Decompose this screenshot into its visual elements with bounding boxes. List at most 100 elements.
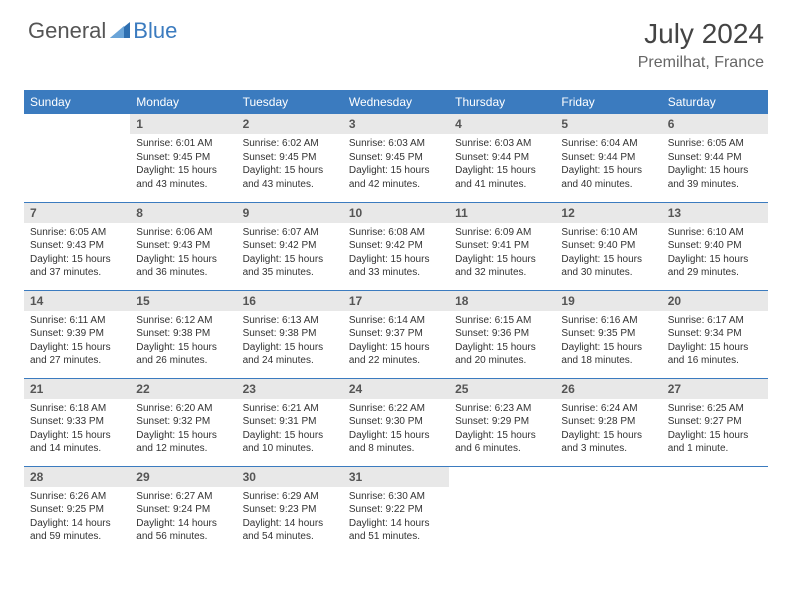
day-details: Sunrise: 6:24 AMSunset: 9:28 PMDaylight:… <box>555 399 661 462</box>
day-details: Sunrise: 6:17 AMSunset: 9:34 PMDaylight:… <box>662 311 768 374</box>
day-number: 12 <box>555 203 661 223</box>
daylight-text: Daylight: 15 hours and 37 minutes. <box>30 253 124 280</box>
day-number: 2 <box>237 114 343 134</box>
day-details: Sunrise: 6:23 AMSunset: 9:29 PMDaylight:… <box>449 399 555 462</box>
daylight-text: Daylight: 15 hours and 18 minutes. <box>561 341 655 368</box>
day-details: Sunrise: 6:26 AMSunset: 9:25 PMDaylight:… <box>24 487 130 550</box>
day-details: Sunrise: 6:04 AMSunset: 9:44 PMDaylight:… <box>555 134 661 197</box>
day-number: 7 <box>24 203 130 223</box>
day-number: 21 <box>24 379 130 399</box>
daylight-text: Daylight: 15 hours and 12 minutes. <box>136 429 230 456</box>
sunrise-text: Sunrise: 6:05 AM <box>30 226 124 240</box>
day-number: 29 <box>130 467 236 487</box>
day-number: 3 <box>343 114 449 134</box>
calendar-cell: 6Sunrise: 6:05 AMSunset: 9:44 PMDaylight… <box>662 114 768 202</box>
day-number: 26 <box>555 379 661 399</box>
sunrise-text: Sunrise: 6:03 AM <box>455 137 549 151</box>
calendar-row: 14Sunrise: 6:11 AMSunset: 9:39 PMDayligh… <box>24 290 768 378</box>
calendar-cell: 8Sunrise: 6:06 AMSunset: 9:43 PMDaylight… <box>130 202 236 290</box>
calendar-cell <box>449 466 555 554</box>
calendar-cell: 11Sunrise: 6:09 AMSunset: 9:41 PMDayligh… <box>449 202 555 290</box>
daylight-text: Daylight: 15 hours and 36 minutes. <box>136 253 230 280</box>
sunset-text: Sunset: 9:34 PM <box>668 327 762 341</box>
daylight-text: Daylight: 15 hours and 41 minutes. <box>455 164 549 191</box>
calendar-cell <box>555 466 661 554</box>
day-details: Sunrise: 6:22 AMSunset: 9:30 PMDaylight:… <box>343 399 449 462</box>
col-saturday: Saturday <box>662 90 768 114</box>
daylight-text: Daylight: 15 hours and 16 minutes. <box>668 341 762 368</box>
day-details: Sunrise: 6:01 AMSunset: 9:45 PMDaylight:… <box>130 134 236 197</box>
sunset-text: Sunset: 9:44 PM <box>561 151 655 165</box>
sunrise-text: Sunrise: 6:13 AM <box>243 314 337 328</box>
brand-blue: Blue <box>133 18 177 44</box>
sunset-text: Sunset: 9:27 PM <box>668 415 762 429</box>
day-details: Sunrise: 6:09 AMSunset: 9:41 PMDaylight:… <box>449 223 555 286</box>
calendar-cell: 3Sunrise: 6:03 AMSunset: 9:45 PMDaylight… <box>343 114 449 202</box>
sunset-text: Sunset: 9:38 PM <box>136 327 230 341</box>
day-details: Sunrise: 6:10 AMSunset: 9:40 PMDaylight:… <box>555 223 661 286</box>
calendar-cell: 1Sunrise: 6:01 AMSunset: 9:45 PMDaylight… <box>130 114 236 202</box>
day-number: 18 <box>449 291 555 311</box>
col-friday: Friday <box>555 90 661 114</box>
calendar-cell: 17Sunrise: 6:14 AMSunset: 9:37 PMDayligh… <box>343 290 449 378</box>
sunset-text: Sunset: 9:40 PM <box>668 239 762 253</box>
sunrise-text: Sunrise: 6:12 AM <box>136 314 230 328</box>
calendar-cell: 9Sunrise: 6:07 AMSunset: 9:42 PMDaylight… <box>237 202 343 290</box>
location-subtitle: Premilhat, France <box>638 54 764 72</box>
daylight-text: Daylight: 15 hours and 26 minutes. <box>136 341 230 368</box>
day-number: 25 <box>449 379 555 399</box>
brand-general: General <box>28 18 106 44</box>
sunset-text: Sunset: 9:44 PM <box>455 151 549 165</box>
day-number: 1 <box>130 114 236 134</box>
day-details: Sunrise: 6:20 AMSunset: 9:32 PMDaylight:… <box>130 399 236 462</box>
calendar-cell: 16Sunrise: 6:13 AMSunset: 9:38 PMDayligh… <box>237 290 343 378</box>
calendar-cell: 10Sunrise: 6:08 AMSunset: 9:42 PMDayligh… <box>343 202 449 290</box>
daylight-text: Daylight: 14 hours and 54 minutes. <box>243 517 337 544</box>
calendar-cell: 15Sunrise: 6:12 AMSunset: 9:38 PMDayligh… <box>130 290 236 378</box>
day-details: Sunrise: 6:07 AMSunset: 9:42 PMDaylight:… <box>237 223 343 286</box>
sunrise-text: Sunrise: 6:17 AM <box>668 314 762 328</box>
calendar-cell: 13Sunrise: 6:10 AMSunset: 9:40 PMDayligh… <box>662 202 768 290</box>
daylight-text: Daylight: 14 hours and 51 minutes. <box>349 517 443 544</box>
sunrise-text: Sunrise: 6:20 AM <box>136 402 230 416</box>
day-details: Sunrise: 6:14 AMSunset: 9:37 PMDaylight:… <box>343 311 449 374</box>
calendar-cell: 31Sunrise: 6:30 AMSunset: 9:22 PMDayligh… <box>343 466 449 554</box>
day-details: Sunrise: 6:08 AMSunset: 9:42 PMDaylight:… <box>343 223 449 286</box>
sunrise-text: Sunrise: 6:01 AM <box>136 137 230 151</box>
sunset-text: Sunset: 9:30 PM <box>349 415 443 429</box>
day-details: Sunrise: 6:30 AMSunset: 9:22 PMDaylight:… <box>343 487 449 550</box>
calendar-cell: 26Sunrise: 6:24 AMSunset: 9:28 PMDayligh… <box>555 378 661 466</box>
sunset-text: Sunset: 9:44 PM <box>668 151 762 165</box>
sunrise-text: Sunrise: 6:18 AM <box>30 402 124 416</box>
calendar-cell <box>24 114 130 202</box>
sunset-text: Sunset: 9:39 PM <box>30 327 124 341</box>
daylight-text: Daylight: 15 hours and 22 minutes. <box>349 341 443 368</box>
sunrise-text: Sunrise: 6:21 AM <box>243 402 337 416</box>
day-details: Sunrise: 6:10 AMSunset: 9:40 PMDaylight:… <box>662 223 768 286</box>
calendar-cell: 20Sunrise: 6:17 AMSunset: 9:34 PMDayligh… <box>662 290 768 378</box>
sunset-text: Sunset: 9:42 PM <box>243 239 337 253</box>
sunset-text: Sunset: 9:43 PM <box>30 239 124 253</box>
daylight-text: Daylight: 15 hours and 27 minutes. <box>30 341 124 368</box>
day-number: 24 <box>343 379 449 399</box>
sunrise-text: Sunrise: 6:26 AM <box>30 490 124 504</box>
day-number: 22 <box>130 379 236 399</box>
sunrise-text: Sunrise: 6:22 AM <box>349 402 443 416</box>
sunset-text: Sunset: 9:33 PM <box>30 415 124 429</box>
day-details: Sunrise: 6:05 AMSunset: 9:44 PMDaylight:… <box>662 134 768 197</box>
sunrise-text: Sunrise: 6:03 AM <box>349 137 443 151</box>
calendar-cell: 2Sunrise: 6:02 AMSunset: 9:45 PMDaylight… <box>237 114 343 202</box>
sunrise-text: Sunrise: 6:06 AM <box>136 226 230 240</box>
month-title: July 2024 <box>638 18 764 50</box>
sunrise-text: Sunrise: 6:29 AM <box>243 490 337 504</box>
triangle-icon <box>110 20 130 43</box>
calendar-cell: 28Sunrise: 6:26 AMSunset: 9:25 PMDayligh… <box>24 466 130 554</box>
daylight-text: Daylight: 15 hours and 32 minutes. <box>455 253 549 280</box>
daylight-text: Daylight: 15 hours and 20 minutes. <box>455 341 549 368</box>
day-details: Sunrise: 6:29 AMSunset: 9:23 PMDaylight:… <box>237 487 343 550</box>
col-sunday: Sunday <box>24 90 130 114</box>
col-monday: Monday <box>130 90 236 114</box>
day-details: Sunrise: 6:13 AMSunset: 9:38 PMDaylight:… <box>237 311 343 374</box>
sunrise-text: Sunrise: 6:07 AM <box>243 226 337 240</box>
sunrise-text: Sunrise: 6:25 AM <box>668 402 762 416</box>
